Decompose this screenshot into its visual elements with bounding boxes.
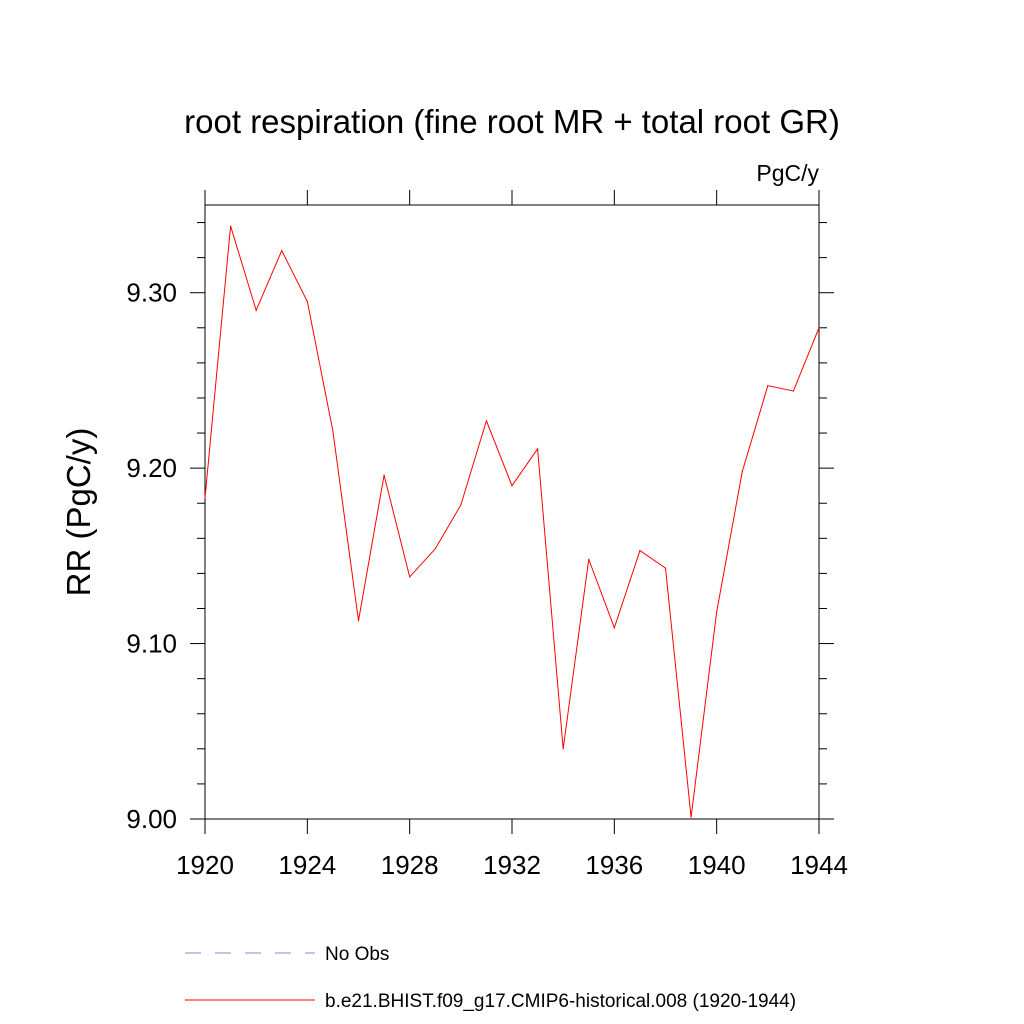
x-tick-label: 1920 [176,850,234,880]
data-point [460,504,461,505]
series-line [205,226,819,817]
series-layer [204,225,819,817]
y-tick-label: 9.30 [126,278,177,308]
data-point [639,550,640,551]
data-point [511,485,512,486]
x-tick-labels: 1920 1924 1928 1932 1936 1940 1944 [176,850,848,880]
data-point [281,250,282,251]
x-tick-label: 1932 [483,850,541,880]
data-point [307,301,308,302]
data-point [256,310,257,311]
data-point [793,390,794,391]
data-point [563,748,564,749]
data-point [665,568,666,569]
legend-label-no-obs: No Obs [325,944,389,965]
data-point [818,327,819,328]
y-tick-labels: 9.00 9.10 9.20 9.30 [126,278,177,834]
data-point [690,817,691,818]
x-tick-label: 1940 [688,850,746,880]
data-point [204,497,205,498]
data-point [614,627,615,628]
legend-label-historical: b.e21.BHIST.f09_g17.CMIP6-historical.008… [325,991,796,1012]
data-point [435,548,436,549]
data-point [230,225,231,226]
data-point [742,471,743,472]
data-point [588,559,589,560]
chart-title: root respiration (fine root MR + total r… [184,103,840,140]
data-point [358,620,359,621]
plot-frame [205,205,819,819]
x-tick-label: 1944 [790,850,848,880]
x-tick-label: 1936 [585,850,643,880]
data-point [332,431,333,432]
data-point [716,611,717,612]
y-tick-label: 9.00 [126,804,177,834]
legend: No Obs b.e21.BHIST.f09_g17.CMIP6-histori… [185,944,796,1012]
x-tick-label: 1928 [381,850,439,880]
major-ticks [190,190,834,834]
data-point [486,420,487,421]
data-point [383,475,384,476]
minor-ticks [197,223,827,784]
x-tick-label: 1924 [278,850,336,880]
y-axis-label: RR (PgC/y) [60,428,97,597]
data-point [409,576,410,577]
data-point [767,385,768,386]
units-label: PgC/y [756,160,819,186]
data-point [537,448,538,449]
y-tick-label: 9.20 [126,453,177,483]
line-chart: root respiration (fine root MR + total r… [0,0,1024,1024]
y-tick-label: 9.10 [126,629,177,659]
